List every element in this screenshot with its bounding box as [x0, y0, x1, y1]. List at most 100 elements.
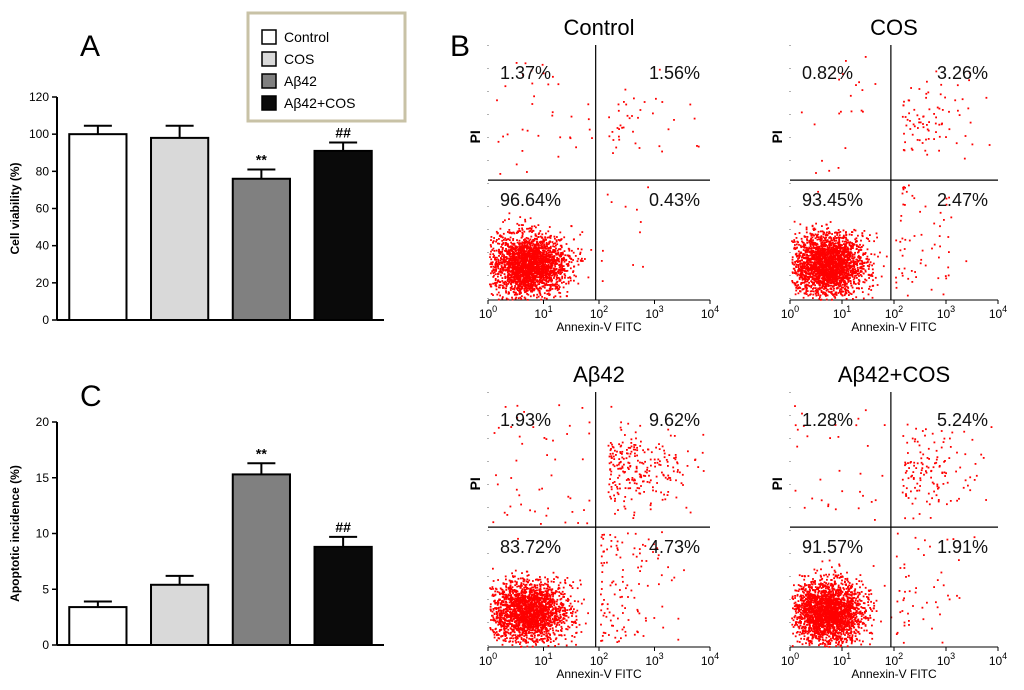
scatter-point	[523, 244, 526, 246]
scatter-point	[798, 286, 801, 289]
scatter-point	[512, 281, 515, 284]
scatter-point	[839, 267, 842, 270]
y-tick-label: 120	[29, 90, 49, 104]
scatter-point	[823, 273, 825, 276]
scatter-point	[525, 269, 528, 272]
scatter-point	[514, 248, 516, 250]
scatter-point	[611, 131, 614, 133]
scatter-point	[503, 265, 506, 267]
scatter-point	[806, 259, 808, 262]
scatter-point	[813, 281, 816, 284]
scatter-point	[852, 243, 855, 245]
scatter-point	[820, 282, 823, 284]
scatter-point	[508, 259, 511, 261]
scatter-point	[661, 101, 664, 103]
scatter-point	[840, 270, 843, 272]
scatter-point	[552, 250, 555, 253]
scatter-point	[533, 257, 536, 260]
scatter-point	[812, 274, 815, 277]
scatter-point	[504, 277, 507, 279]
scatter-point	[568, 255, 571, 258]
scatter-point	[840, 278, 843, 281]
scatter-point	[826, 275, 829, 278]
scatter-point	[824, 239, 827, 241]
scatter-point	[626, 114, 629, 117]
scatter-point	[559, 136, 562, 139]
scatter-point	[819, 230, 822, 233]
scatter-point	[624, 88, 627, 91]
scatter-point	[812, 250, 815, 253]
scatter-point	[855, 244, 858, 246]
scatter-point	[533, 239, 536, 242]
scatter-point	[497, 261, 500, 264]
scatter-point	[837, 252, 840, 255]
scatter-point	[572, 259, 574, 261]
scatter-point	[554, 268, 557, 271]
scatter-point	[822, 257, 824, 259]
scatter-point	[550, 274, 552, 277]
scatter-point	[938, 256, 940, 259]
scatter-point	[518, 239, 521, 242]
scatter-point	[548, 288, 551, 290]
scatter-point	[544, 267, 547, 269]
scatter-point	[806, 264, 809, 267]
scatter-point	[847, 289, 849, 292]
scatter-point	[825, 236, 827, 239]
scatter-point	[539, 286, 541, 289]
quadrant-label-lower-right: 0.43%	[649, 190, 700, 210]
scatter-point	[523, 254, 526, 257]
scatter-point	[842, 276, 845, 279]
scatter-point	[547, 249, 549, 252]
scatter-point	[823, 281, 825, 284]
scatter-point	[510, 245, 513, 248]
scatter-point	[526, 277, 528, 280]
scatter-point	[807, 257, 809, 259]
scatter-point	[534, 233, 537, 236]
scatter-point	[802, 253, 805, 255]
scatter-point	[821, 225, 823, 227]
scatter-point	[857, 249, 860, 251]
scatter-point	[561, 277, 564, 280]
scatter-point	[511, 280, 514, 283]
scatter-point	[541, 265, 544, 268]
scatter-point	[811, 224, 814, 227]
scatter-point	[527, 287, 529, 290]
scatter-point	[521, 235, 524, 238]
scatter-point	[523, 281, 525, 284]
scatter-point	[843, 255, 846, 258]
scatter-point	[524, 273, 527, 276]
scatter-point	[875, 232, 878, 235]
scatter-point	[839, 281, 841, 284]
scatter-point	[516, 293, 519, 296]
scatter-point	[868, 288, 870, 290]
scatter-point	[839, 288, 842, 290]
scatter-point	[839, 248, 842, 251]
scatter-point	[818, 266, 821, 269]
scatter-point	[526, 244, 528, 247]
scatter-point	[813, 268, 815, 271]
scatter-point	[834, 260, 837, 262]
scatter-point	[827, 261, 830, 264]
scatter-point	[852, 265, 855, 268]
scatter-point	[539, 292, 542, 295]
scatter-point	[511, 254, 514, 257]
scatter-point	[532, 239, 535, 241]
scatter-point	[824, 248, 826, 251]
scatter-point	[552, 262, 555, 265]
scatter-point	[805, 266, 808, 269]
scatter-point	[807, 255, 810, 257]
scatter-point	[840, 288, 843, 291]
scatter-point	[806, 249, 809, 252]
scatter-point	[846, 265, 848, 267]
scatter-point	[546, 243, 548, 246]
scatter-point	[501, 253, 504, 256]
scatter-point	[526, 279, 529, 282]
scatter-point	[519, 251, 522, 254]
scatter-point	[850, 252, 853, 254]
scatter-point	[492, 268, 495, 271]
scatter-point	[817, 236, 820, 239]
scatter-point	[834, 263, 837, 266]
scatter-point	[529, 256, 531, 258]
scatter-point	[557, 272, 560, 275]
scatter-point	[519, 266, 521, 268]
